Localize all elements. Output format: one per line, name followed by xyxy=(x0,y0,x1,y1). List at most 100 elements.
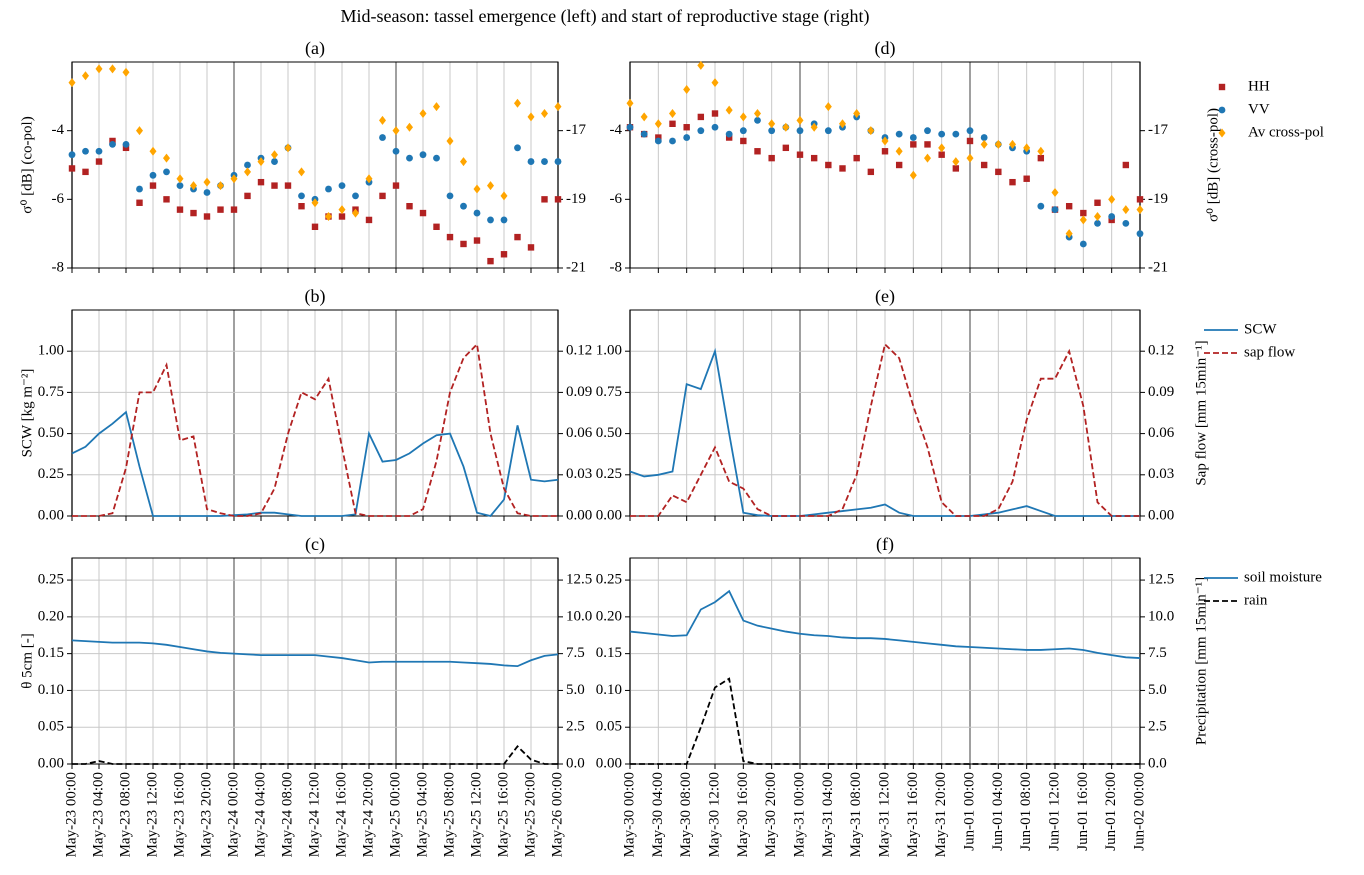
point xyxy=(725,105,733,115)
point xyxy=(1079,240,1087,248)
y-axis-label: σ⁰ [dB] (co-pol) xyxy=(19,116,35,213)
point xyxy=(938,151,945,158)
point xyxy=(487,257,494,265)
point xyxy=(244,192,251,200)
point xyxy=(338,205,346,215)
point xyxy=(938,143,946,153)
point xyxy=(514,144,521,152)
y2-tick-label: -17 xyxy=(566,122,586,138)
point xyxy=(338,182,346,190)
point xyxy=(980,161,988,169)
point xyxy=(994,139,1002,149)
point xyxy=(95,64,103,74)
y2-tick-label: -19 xyxy=(1148,191,1168,207)
point xyxy=(810,122,818,132)
point xyxy=(433,102,440,112)
y-tick-label: 0.10 xyxy=(38,682,64,698)
point xyxy=(379,115,386,125)
x-tick-label: May-31 16:00 xyxy=(905,772,921,857)
x-tick-label: May-23 04:00 xyxy=(90,772,106,857)
point xyxy=(230,206,238,213)
point xyxy=(1051,187,1059,197)
point xyxy=(1009,139,1016,149)
point xyxy=(1037,154,1045,162)
y2-tick-label: 0.12 xyxy=(1148,343,1174,359)
x-tick-label: May-23 00:00 xyxy=(63,772,79,857)
point xyxy=(136,126,143,136)
series-line xyxy=(71,639,559,668)
x-tick-label: May-24 12:00 xyxy=(306,772,322,857)
point xyxy=(217,206,224,213)
point xyxy=(298,167,305,177)
point xyxy=(810,154,818,162)
x-tick-label: May-25 00:00 xyxy=(387,772,403,857)
figure-title: Mid-season: tassel emergence (left) and … xyxy=(341,6,870,27)
point xyxy=(654,119,662,129)
x-tick-label: May-31 04:00 xyxy=(820,772,836,857)
point xyxy=(230,174,238,184)
x-tick-label: Jun-01 12:00 xyxy=(1046,772,1062,851)
point xyxy=(782,122,790,132)
point xyxy=(1065,203,1073,210)
point xyxy=(980,139,988,149)
legend-marker xyxy=(1218,106,1226,114)
point xyxy=(995,168,1002,176)
point xyxy=(626,123,634,131)
y2-tick-label: 0.00 xyxy=(566,507,592,523)
point xyxy=(527,112,535,122)
point xyxy=(379,192,386,200)
legend-label: rain xyxy=(1244,592,1268,608)
point xyxy=(952,130,960,138)
point xyxy=(392,126,400,136)
y2-tick-label: 0.12 xyxy=(566,343,592,359)
point xyxy=(938,130,946,138)
y-tick-label: 0.20 xyxy=(596,608,622,624)
y-tick-label: 0.15 xyxy=(596,645,622,661)
point xyxy=(711,123,719,131)
x-tick-label: May-25 20:00 xyxy=(522,772,538,857)
y2-tick-label: 0.00 xyxy=(1148,507,1174,523)
point xyxy=(500,216,508,224)
point xyxy=(365,174,373,184)
x-tick-label: May-30 16:00 xyxy=(735,772,751,857)
point xyxy=(122,67,130,77)
y-tick-label: 1.00 xyxy=(38,343,64,359)
y2-axis-label: σ⁰ [dB] (cross-pol) xyxy=(1205,108,1221,222)
point xyxy=(284,182,292,189)
point xyxy=(924,141,931,148)
y-tick-label: 0.15 xyxy=(38,645,64,661)
series-line xyxy=(630,342,1140,517)
x-tick-label: May-24 00:00 xyxy=(225,772,241,857)
point xyxy=(419,151,427,159)
point xyxy=(68,151,76,159)
point xyxy=(980,134,988,141)
point xyxy=(82,71,89,81)
panel-title: (b) xyxy=(305,286,326,307)
point xyxy=(952,165,960,172)
y-tick-label: 1.00 xyxy=(596,343,622,359)
point xyxy=(109,141,116,148)
point xyxy=(853,154,860,162)
point xyxy=(487,181,494,191)
point xyxy=(640,130,648,138)
point xyxy=(149,182,157,189)
point xyxy=(952,157,960,167)
point xyxy=(257,178,265,186)
point xyxy=(669,109,676,118)
point xyxy=(338,213,346,220)
point xyxy=(839,165,846,172)
y2-tick-label: 2.5 xyxy=(566,719,585,735)
point xyxy=(697,60,705,70)
y2-tick-label: -21 xyxy=(1148,259,1168,275)
point xyxy=(203,189,211,196)
y2-tick-label: 5.0 xyxy=(566,682,585,698)
point xyxy=(697,127,705,135)
point xyxy=(711,110,719,117)
point xyxy=(1051,206,1059,214)
series-line xyxy=(72,342,558,517)
point xyxy=(669,120,676,127)
point xyxy=(881,148,889,155)
point xyxy=(910,141,917,148)
point xyxy=(796,151,804,158)
y-tick-label: 0.05 xyxy=(38,719,64,735)
